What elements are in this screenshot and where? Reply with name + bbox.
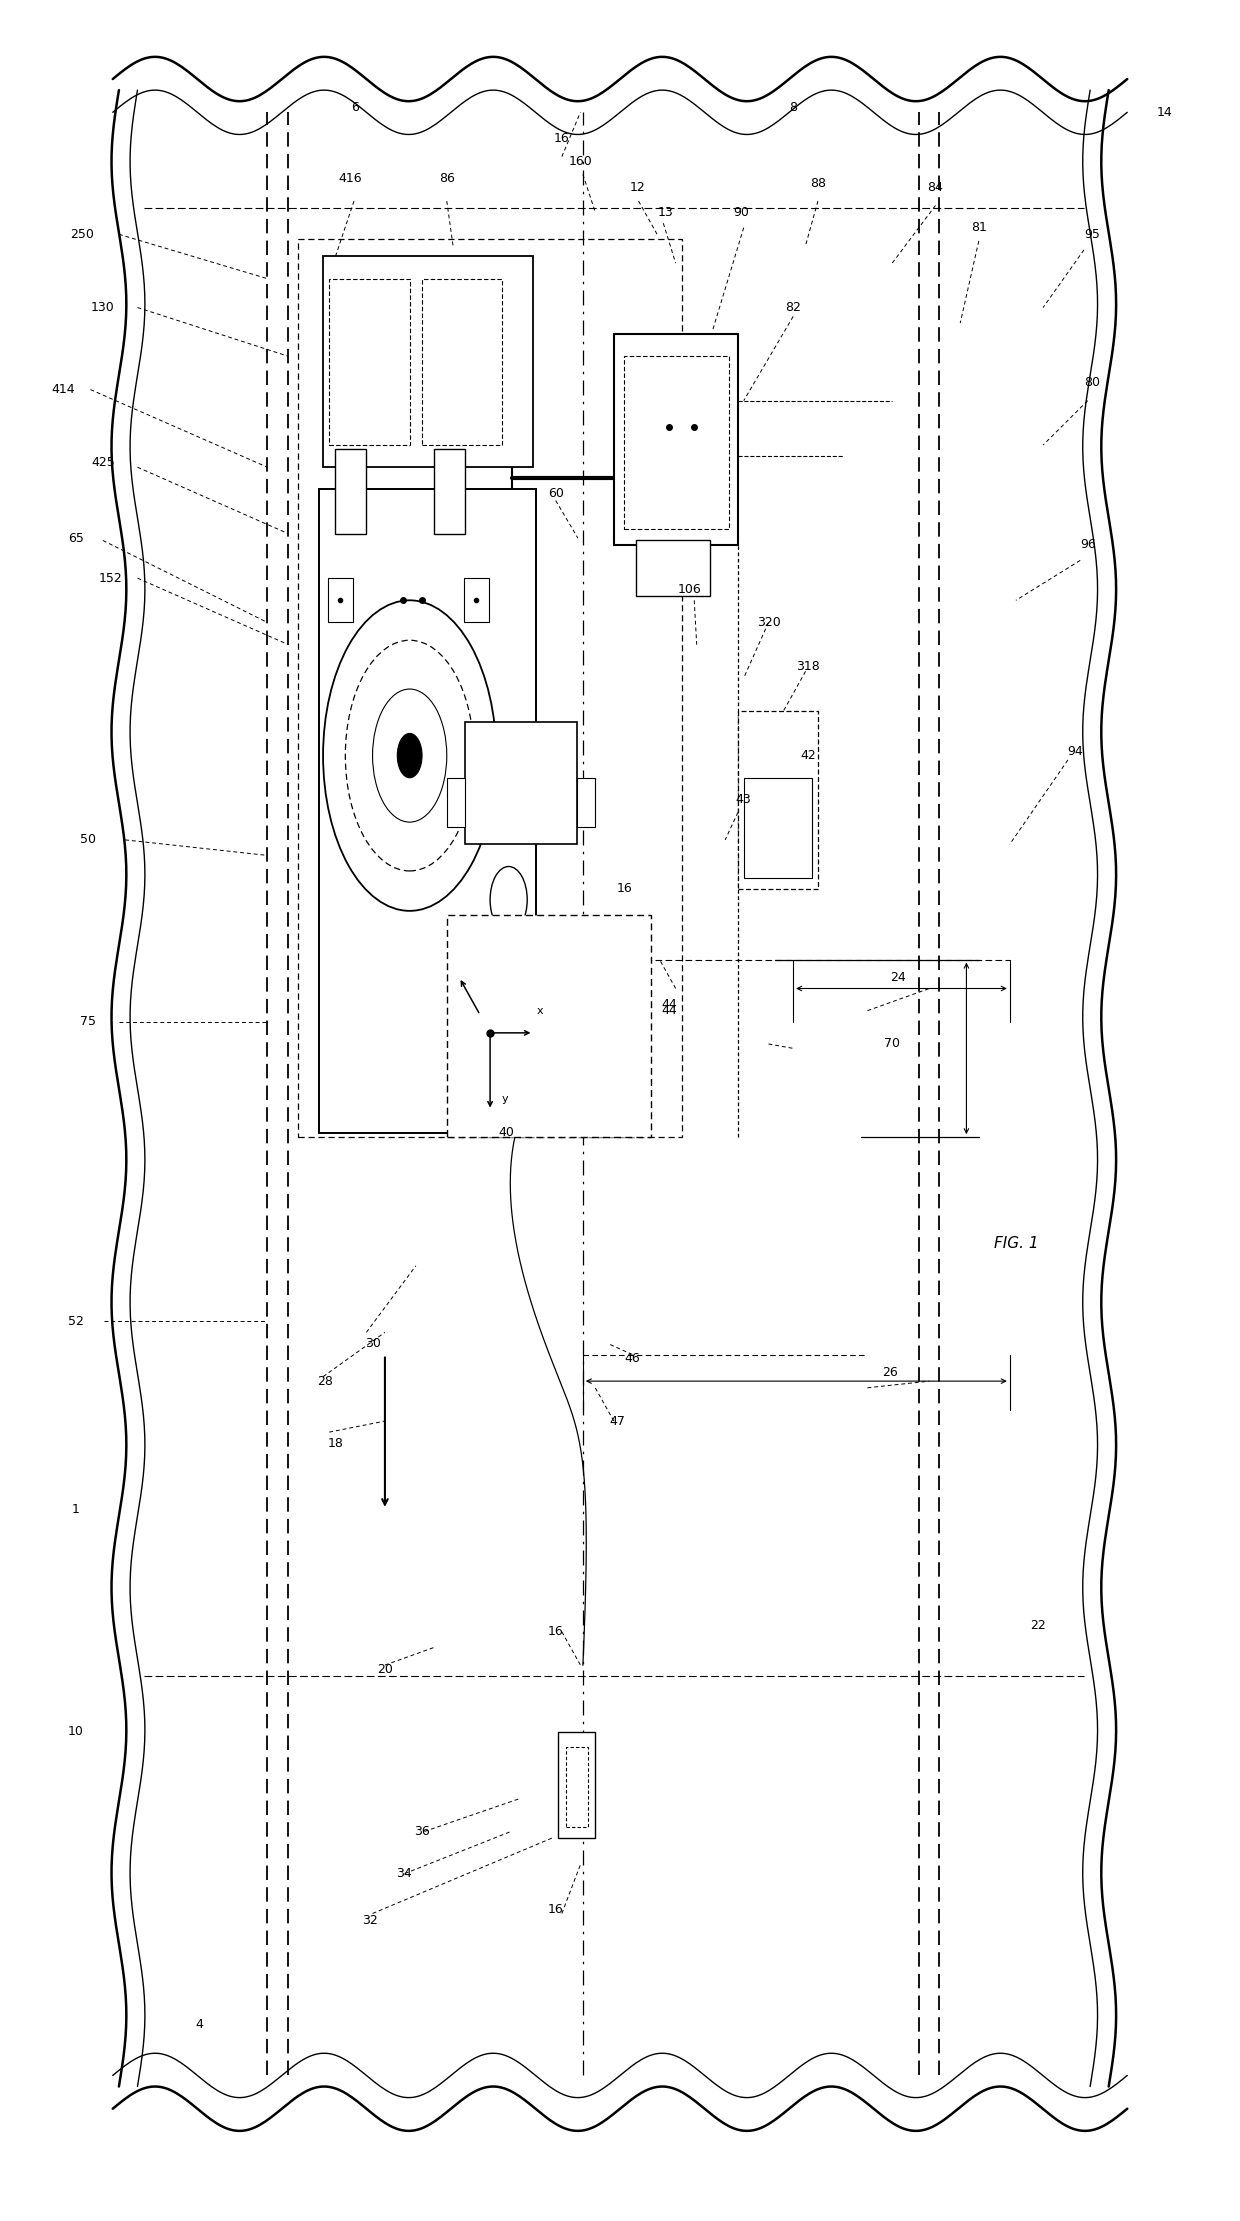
Bar — [330, 278, 409, 444]
Text: 13: 13 — [658, 207, 673, 218]
Bar — [299, 238, 682, 1137]
Bar — [565, 1748, 588, 1828]
Text: 22: 22 — [1030, 1619, 1047, 1632]
Text: 16: 16 — [618, 882, 632, 895]
Text: 40: 40 — [498, 1126, 515, 1139]
Text: 24: 24 — [890, 971, 906, 984]
Text: 44: 44 — [662, 997, 677, 1011]
Text: 425: 425 — [91, 455, 115, 469]
Text: 20: 20 — [377, 1664, 393, 1677]
Text: 80: 80 — [1085, 375, 1101, 389]
Bar — [738, 711, 818, 888]
Text: 152: 152 — [98, 571, 122, 584]
Text: 4: 4 — [196, 2019, 203, 2030]
Circle shape — [490, 866, 527, 933]
Text: 94: 94 — [1068, 744, 1084, 757]
Text: 52: 52 — [68, 1315, 83, 1328]
Circle shape — [397, 733, 422, 777]
Text: 82: 82 — [785, 302, 801, 313]
Bar — [329, 577, 352, 622]
Text: 14: 14 — [1157, 107, 1172, 118]
Text: 16: 16 — [548, 1626, 563, 1639]
Bar — [465, 722, 577, 844]
Text: y: y — [502, 1095, 508, 1104]
Circle shape — [345, 640, 474, 871]
Bar — [446, 915, 651, 1137]
Bar — [446, 777, 465, 826]
Text: 95: 95 — [1085, 229, 1101, 240]
Text: 12: 12 — [630, 182, 645, 193]
Bar — [324, 255, 533, 466]
Text: 84: 84 — [928, 182, 944, 193]
Text: x: x — [536, 1006, 543, 1015]
Bar — [464, 577, 489, 622]
Bar — [320, 489, 536, 1133]
Text: 8: 8 — [789, 102, 797, 113]
Text: 6: 6 — [351, 102, 360, 113]
Text: FIG. 1: FIG. 1 — [993, 1237, 1038, 1250]
Text: 86: 86 — [439, 173, 455, 184]
Text: 70: 70 — [884, 1037, 900, 1051]
Text: 46: 46 — [625, 1353, 640, 1366]
Text: 34: 34 — [396, 1868, 412, 1879]
Text: 43: 43 — [735, 793, 751, 806]
Circle shape — [324, 600, 496, 911]
Text: 414: 414 — [51, 382, 76, 395]
Bar — [558, 1732, 595, 1839]
Text: 47: 47 — [610, 1415, 625, 1428]
Text: 42: 42 — [800, 748, 816, 762]
Bar — [636, 540, 711, 595]
Bar — [614, 333, 738, 544]
Bar — [577, 777, 595, 826]
Text: 320: 320 — [756, 615, 780, 629]
Circle shape — [372, 689, 446, 822]
Text: 50: 50 — [81, 833, 95, 846]
Text: 318: 318 — [796, 660, 820, 673]
Text: 26: 26 — [882, 1366, 898, 1379]
Text: 60: 60 — [548, 486, 564, 500]
Text: 96: 96 — [1080, 537, 1096, 551]
Text: 416: 416 — [339, 173, 362, 184]
Text: 90: 90 — [733, 207, 749, 218]
Text: 44: 44 — [662, 1004, 677, 1017]
Text: 88: 88 — [810, 178, 826, 189]
Bar — [434, 449, 465, 533]
Text: 10: 10 — [68, 1726, 83, 1739]
Text: 16: 16 — [554, 133, 569, 144]
Text: 16: 16 — [548, 1903, 563, 1915]
Bar — [624, 355, 729, 529]
Text: 1: 1 — [72, 1504, 79, 1517]
Text: 81: 81 — [971, 222, 987, 233]
Text: 250: 250 — [69, 229, 94, 240]
Text: 106: 106 — [677, 582, 701, 595]
Text: 75: 75 — [81, 1015, 95, 1028]
Text: 65: 65 — [68, 531, 83, 544]
Text: 160: 160 — [568, 155, 593, 167]
Text: 28: 28 — [317, 1375, 334, 1388]
Text: 18: 18 — [327, 1437, 343, 1450]
Bar — [422, 278, 502, 444]
Text: 36: 36 — [414, 1826, 430, 1839]
Text: 30: 30 — [365, 1337, 381, 1350]
Bar — [744, 777, 812, 877]
Bar — [336, 449, 366, 533]
Text: 130: 130 — [91, 302, 115, 313]
Text: 32: 32 — [362, 1915, 378, 1926]
